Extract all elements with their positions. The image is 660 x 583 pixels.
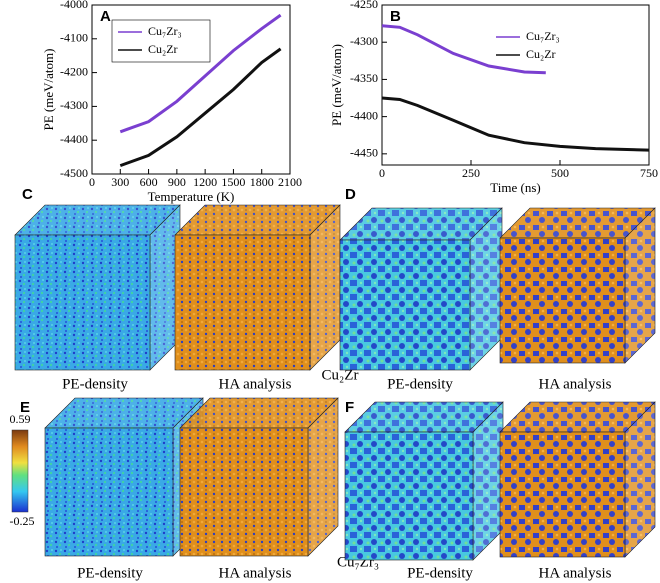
plot-frame	[381, 4, 650, 166]
cube-front	[344, 431, 474, 561]
cube-front	[174, 234, 311, 371]
colorbar-max: 0.59	[10, 412, 31, 426]
x-tick-label: 500	[551, 166, 569, 180]
panel-caption: PE-density	[77, 565, 143, 581]
y-tick-label: -4450	[350, 146, 378, 160]
series-line	[381, 96, 650, 152]
x-tick-label: 600	[140, 175, 158, 189]
y-tick-label: -4400	[350, 108, 378, 122]
x-tick-label: 750	[640, 166, 658, 180]
colorbar	[11, 429, 29, 513]
colorbar-min: -0.25	[10, 514, 35, 528]
legend-label: Cu₂Zr	[148, 42, 178, 56]
cube-front	[339, 239, 471, 371]
panel-caption: PE-density	[387, 376, 453, 392]
x-tick-label: 0	[89, 175, 95, 189]
y-tick-label: -4300	[60, 98, 88, 112]
panel-caption: PE-density	[407, 565, 473, 581]
y-tick-label: -4300	[350, 34, 378, 48]
composition-label: Cu₂Zr	[322, 367, 359, 383]
x-axis-label: Time (ns)	[490, 180, 540, 195]
panel-label: D	[345, 186, 356, 203]
cube-front	[44, 427, 174, 557]
y-tick-label: -4200	[60, 64, 88, 78]
panel-caption: HA analysis	[539, 565, 612, 581]
series-line	[119, 47, 282, 168]
panel-caption: HA analysis	[219, 565, 292, 581]
y-tick-label: -4100	[60, 31, 88, 45]
panel-label: B	[390, 8, 401, 25]
legend-label: Cu₇Zr₃	[526, 29, 560, 43]
x-tick-label: 1800	[250, 175, 274, 189]
x-tick-label: 900	[168, 175, 186, 189]
y-axis-label: PE (meV/atom)	[41, 49, 56, 131]
cube-front	[14, 234, 151, 371]
x-tick-label: 2100	[278, 175, 302, 189]
cube-front	[179, 427, 309, 557]
y-tick-label: -4400	[60, 132, 88, 146]
x-tick-label: 250	[462, 166, 480, 180]
legend-label: Cu₇Zr₃	[148, 24, 182, 38]
legend-frame	[111, 19, 211, 63]
series-line	[381, 24, 546, 75]
panel-caption: PE-density	[62, 376, 128, 392]
series-line	[119, 13, 282, 134]
plot-frame	[91, 4, 291, 175]
y-tick-label: -4000	[60, 0, 88, 11]
x-tick-label: 1500	[221, 175, 245, 189]
panel-caption: HA analysis	[539, 376, 612, 392]
x-tick-label: 0	[379, 166, 385, 180]
panel-label: A	[100, 8, 111, 25]
cube-front	[499, 431, 626, 558]
legend-label: Cu₂Zr	[526, 47, 556, 61]
x-axis-label: Temperature (K)	[148, 189, 235, 204]
panel-caption: HA analysis	[219, 376, 292, 392]
y-tick-label: -4500	[60, 166, 88, 180]
cube-front	[499, 237, 626, 364]
panel-label: F	[345, 399, 354, 416]
x-tick-label: 1200	[193, 175, 217, 189]
y-tick-label: -4350	[350, 71, 378, 85]
y-tick-label: -4250	[350, 0, 378, 11]
panel-label: E	[20, 399, 30, 416]
panel-label: C	[22, 186, 33, 203]
x-tick-label: 300	[111, 175, 129, 189]
y-axis-label: PE (meV/atom)	[329, 44, 344, 126]
